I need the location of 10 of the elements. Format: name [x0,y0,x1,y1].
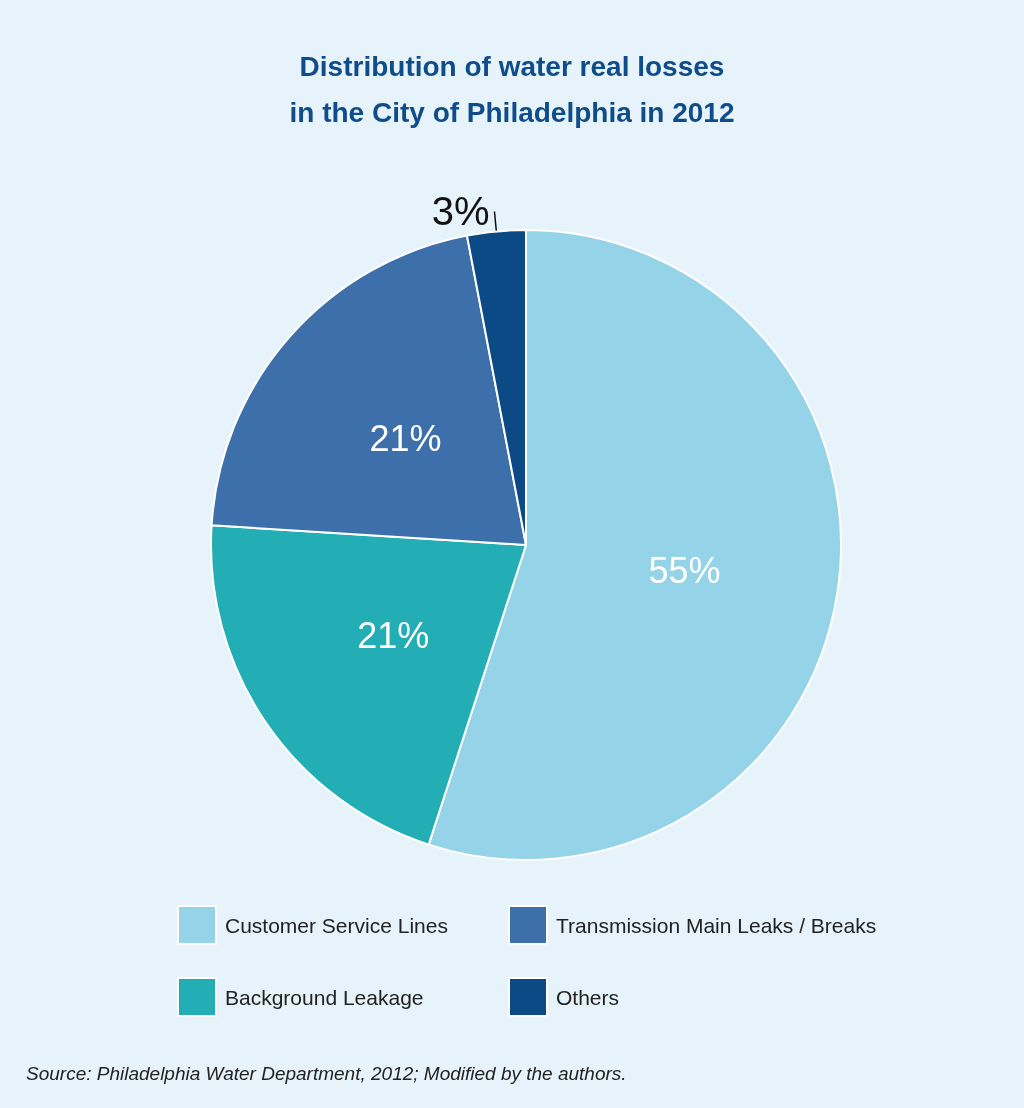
data-label: 21% [369,418,442,460]
legend-label: Transmission Main Leaks / Breaks [556,913,877,937]
legend-label: Background Leakage [225,985,424,1009]
source-note: Source: Philadelphia Water Department, 2012; Modified by the authors. [26,1063,627,1084]
legend-label: Others [556,985,620,1009]
legend-label: Customer Service Lines [225,913,448,937]
chart-title: Distribution of water real losses in the City of Philadelphia in 2012 [289,50,735,128]
data-label: 3% [431,189,490,234]
data-label: 55% [648,549,721,591]
data-label: 21% [357,614,430,656]
